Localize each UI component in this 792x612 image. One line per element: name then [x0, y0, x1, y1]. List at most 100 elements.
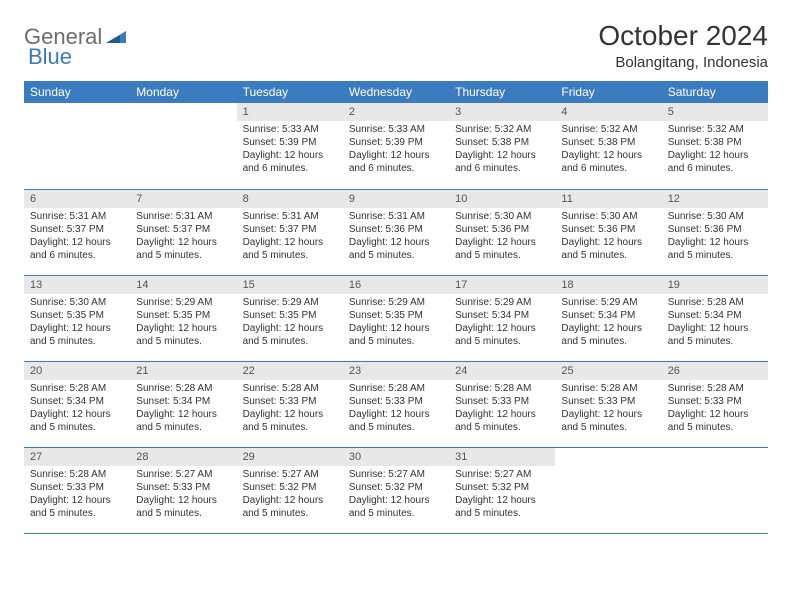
- calendar-day-cell: 27Sunrise: 5:28 AMSunset: 5:33 PMDayligh…: [24, 447, 130, 533]
- day-body: Sunrise: 5:27 AMSunset: 5:32 PMDaylight:…: [237, 466, 343, 524]
- daylight-text: Daylight: 12 hours and 6 minutes.: [243, 149, 337, 175]
- sunrise-text: Sunrise: 5:31 AM: [136, 210, 230, 223]
- calendar-day-cell: 26Sunrise: 5:28 AMSunset: 5:33 PMDayligh…: [662, 361, 768, 447]
- day-number: 10: [449, 190, 555, 208]
- day-body: Sunrise: 5:28 AMSunset: 5:33 PMDaylight:…: [555, 380, 661, 438]
- daylight-text: Daylight: 12 hours and 5 minutes.: [243, 408, 337, 434]
- sunrise-text: Sunrise: 5:30 AM: [561, 210, 655, 223]
- logo-triangle-icon: [106, 27, 126, 48]
- sunrise-text: Sunrise: 5:27 AM: [136, 468, 230, 481]
- weekday-header: Saturday: [662, 81, 768, 103]
- sunrise-text: Sunrise: 5:32 AM: [455, 123, 549, 136]
- daylight-text: Daylight: 12 hours and 5 minutes.: [455, 408, 549, 434]
- sunrise-text: Sunrise: 5:27 AM: [243, 468, 337, 481]
- calendar-week-row: 6Sunrise: 5:31 AMSunset: 5:37 PMDaylight…: [24, 189, 768, 275]
- daylight-text: Daylight: 12 hours and 6 minutes.: [561, 149, 655, 175]
- day-number: 24: [449, 362, 555, 380]
- daylight-text: Daylight: 12 hours and 5 minutes.: [455, 322, 549, 348]
- sunrise-text: Sunrise: 5:31 AM: [243, 210, 337, 223]
- day-number: 2: [343, 103, 449, 121]
- daylight-text: Daylight: 12 hours and 5 minutes.: [561, 236, 655, 262]
- calendar-day-cell: [24, 103, 130, 189]
- sunset-text: Sunset: 5:32 PM: [243, 481, 337, 494]
- calendar-day-cell: 3Sunrise: 5:32 AMSunset: 5:38 PMDaylight…: [449, 103, 555, 189]
- day-body: Sunrise: 5:32 AMSunset: 5:38 PMDaylight:…: [555, 121, 661, 179]
- sunset-text: Sunset: 5:33 PM: [30, 481, 124, 494]
- calendar-day-cell: 13Sunrise: 5:30 AMSunset: 5:35 PMDayligh…: [24, 275, 130, 361]
- sunrise-text: Sunrise: 5:32 AM: [561, 123, 655, 136]
- calendar-body: 1Sunrise: 5:33 AMSunset: 5:39 PMDaylight…: [24, 103, 768, 533]
- location: Bolangitang, Indonesia: [598, 54, 768, 71]
- day-number: 15: [237, 276, 343, 294]
- weekday-header: Friday: [555, 81, 661, 103]
- day-body: Sunrise: 5:31 AMSunset: 5:37 PMDaylight:…: [237, 208, 343, 266]
- weekday-header-row: Sunday Monday Tuesday Wednesday Thursday…: [24, 81, 768, 103]
- day-body: Sunrise: 5:29 AMSunset: 5:34 PMDaylight:…: [555, 294, 661, 352]
- calendar-day-cell: 4Sunrise: 5:32 AMSunset: 5:38 PMDaylight…: [555, 103, 661, 189]
- sunset-text: Sunset: 5:35 PM: [349, 309, 443, 322]
- sunrise-text: Sunrise: 5:27 AM: [349, 468, 443, 481]
- day-number: 23: [343, 362, 449, 380]
- day-body: Sunrise: 5:33 AMSunset: 5:39 PMDaylight:…: [343, 121, 449, 179]
- day-body: Sunrise: 5:32 AMSunset: 5:38 PMDaylight:…: [449, 121, 555, 179]
- calendar-page: General October 2024 Bolangitang, Indone…: [0, 0, 792, 554]
- sunset-text: Sunset: 5:37 PM: [136, 223, 230, 236]
- sunset-text: Sunset: 5:36 PM: [561, 223, 655, 236]
- sunset-text: Sunset: 5:33 PM: [243, 395, 337, 408]
- weekday-header: Thursday: [449, 81, 555, 103]
- daylight-text: Daylight: 12 hours and 6 minutes.: [455, 149, 549, 175]
- calendar-day-cell: 11Sunrise: 5:30 AMSunset: 5:36 PMDayligh…: [555, 189, 661, 275]
- daylight-text: Daylight: 12 hours and 5 minutes.: [668, 236, 762, 262]
- calendar-week-row: 27Sunrise: 5:28 AMSunset: 5:33 PMDayligh…: [24, 447, 768, 533]
- calendar-table: Sunday Monday Tuesday Wednesday Thursday…: [24, 81, 768, 534]
- day-number: 6: [24, 190, 130, 208]
- day-number: 3: [449, 103, 555, 121]
- daylight-text: Daylight: 12 hours and 5 minutes.: [349, 494, 443, 520]
- day-number: 27: [24, 448, 130, 466]
- day-body: Sunrise: 5:28 AMSunset: 5:33 PMDaylight:…: [24, 466, 130, 524]
- sunset-text: Sunset: 5:37 PM: [243, 223, 337, 236]
- header: General October 2024 Bolangitang, Indone…: [24, 20, 768, 71]
- day-body: Sunrise: 5:29 AMSunset: 5:34 PMDaylight:…: [449, 294, 555, 352]
- sunset-text: Sunset: 5:36 PM: [455, 223, 549, 236]
- sunrise-text: Sunrise: 5:28 AM: [668, 296, 762, 309]
- sunrise-text: Sunrise: 5:28 AM: [349, 382, 443, 395]
- calendar-day-cell: 25Sunrise: 5:28 AMSunset: 5:33 PMDayligh…: [555, 361, 661, 447]
- sunrise-text: Sunrise: 5:28 AM: [668, 382, 762, 395]
- calendar-day-cell: 21Sunrise: 5:28 AMSunset: 5:34 PMDayligh…: [130, 361, 236, 447]
- daylight-text: Daylight: 12 hours and 5 minutes.: [349, 322, 443, 348]
- sunset-text: Sunset: 5:35 PM: [136, 309, 230, 322]
- calendar-day-cell: 16Sunrise: 5:29 AMSunset: 5:35 PMDayligh…: [343, 275, 449, 361]
- daylight-text: Daylight: 12 hours and 6 minutes.: [30, 236, 124, 262]
- title-block: October 2024 Bolangitang, Indonesia: [598, 20, 768, 71]
- calendar-day-cell: 12Sunrise: 5:30 AMSunset: 5:36 PMDayligh…: [662, 189, 768, 275]
- day-number: 17: [449, 276, 555, 294]
- logo-blue-text: Blue: [28, 44, 72, 70]
- day-number: 18: [555, 276, 661, 294]
- weekday-header: Sunday: [24, 81, 130, 103]
- day-number: 8: [237, 190, 343, 208]
- calendar-day-cell: 10Sunrise: 5:30 AMSunset: 5:36 PMDayligh…: [449, 189, 555, 275]
- daylight-text: Daylight: 12 hours and 5 minutes.: [243, 322, 337, 348]
- calendar-day-cell: 20Sunrise: 5:28 AMSunset: 5:34 PMDayligh…: [24, 361, 130, 447]
- sunrise-text: Sunrise: 5:30 AM: [668, 210, 762, 223]
- weekday-header: Tuesday: [237, 81, 343, 103]
- sunrise-text: Sunrise: 5:28 AM: [30, 382, 124, 395]
- sunrise-text: Sunrise: 5:31 AM: [349, 210, 443, 223]
- daylight-text: Daylight: 12 hours and 5 minutes.: [349, 408, 443, 434]
- day-body: Sunrise: 5:28 AMSunset: 5:33 PMDaylight:…: [343, 380, 449, 438]
- daylight-text: Daylight: 12 hours and 5 minutes.: [455, 236, 549, 262]
- calendar-week-row: 20Sunrise: 5:28 AMSunset: 5:34 PMDayligh…: [24, 361, 768, 447]
- day-body: Sunrise: 5:29 AMSunset: 5:35 PMDaylight:…: [130, 294, 236, 352]
- day-number: 1: [237, 103, 343, 121]
- calendar-day-cell: 1Sunrise: 5:33 AMSunset: 5:39 PMDaylight…: [237, 103, 343, 189]
- calendar-day-cell: 6Sunrise: 5:31 AMSunset: 5:37 PMDaylight…: [24, 189, 130, 275]
- day-body: Sunrise: 5:27 AMSunset: 5:33 PMDaylight:…: [130, 466, 236, 524]
- day-body: Sunrise: 5:28 AMSunset: 5:34 PMDaylight:…: [130, 380, 236, 438]
- calendar-day-cell: 28Sunrise: 5:27 AMSunset: 5:33 PMDayligh…: [130, 447, 236, 533]
- sunset-text: Sunset: 5:35 PM: [30, 309, 124, 322]
- sunrise-text: Sunrise: 5:28 AM: [30, 468, 124, 481]
- day-body: Sunrise: 5:31 AMSunset: 5:37 PMDaylight:…: [24, 208, 130, 266]
- calendar-day-cell: 23Sunrise: 5:28 AMSunset: 5:33 PMDayligh…: [343, 361, 449, 447]
- day-number: 26: [662, 362, 768, 380]
